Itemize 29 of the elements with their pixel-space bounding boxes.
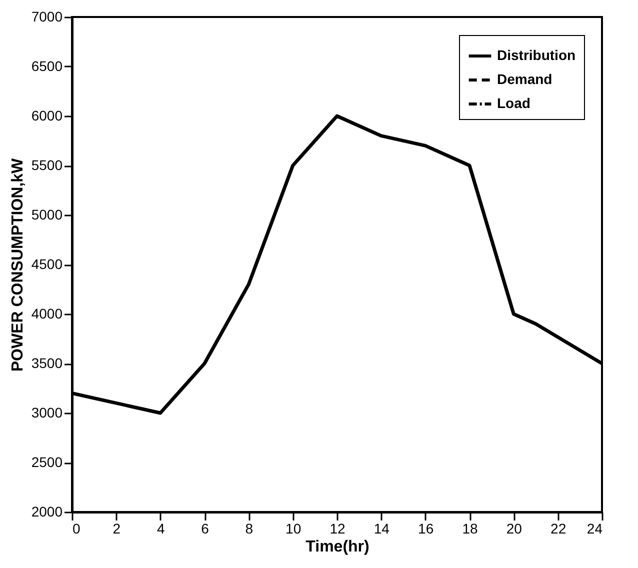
- x-tick-label: 10: [286, 520, 302, 536]
- y-axis-title: POWER CONSUMPTION,kW: [9, 157, 26, 372]
- y-tick-label: 4500: [31, 256, 63, 272]
- y-tick-label: 3000: [31, 404, 63, 420]
- x-tick-label: 8: [245, 520, 254, 536]
- x-tick-label: 0: [72, 520, 80, 536]
- y-tick-label: 3500: [31, 355, 63, 371]
- x-tick-label: 20: [506, 520, 522, 536]
- y-tick-label: 7000: [31, 8, 63, 24]
- legend-label: Load: [497, 95, 530, 111]
- y-tick-label: 2000: [31, 504, 63, 520]
- x-tick-label: 22: [550, 520, 566, 536]
- x-tick-label: 16: [418, 520, 434, 536]
- x-tick-label: 6: [201, 520, 210, 536]
- x-tick-label: 12: [330, 520, 346, 536]
- y-tick-label: 6000: [31, 108, 63, 124]
- legend-label: Demand: [497, 71, 552, 87]
- x-tick-label: 2: [112, 520, 121, 536]
- x-tick-label: 4: [156, 520, 165, 536]
- x-tick-label: 14: [374, 520, 390, 536]
- x-tick-label: 24: [586, 520, 603, 536]
- x-axis-title: Time(hr): [306, 538, 370, 556]
- y-tick-label: 5000: [31, 206, 63, 222]
- y-tick-label: 5500: [31, 157, 63, 173]
- y-tick-label: 6500: [31, 58, 63, 74]
- y-tick-label: 2500: [31, 454, 63, 470]
- y-tick-label: 4000: [31, 306, 63, 322]
- x-tick-label: 18: [462, 520, 478, 536]
- legend-label: Distribution: [497, 47, 576, 63]
